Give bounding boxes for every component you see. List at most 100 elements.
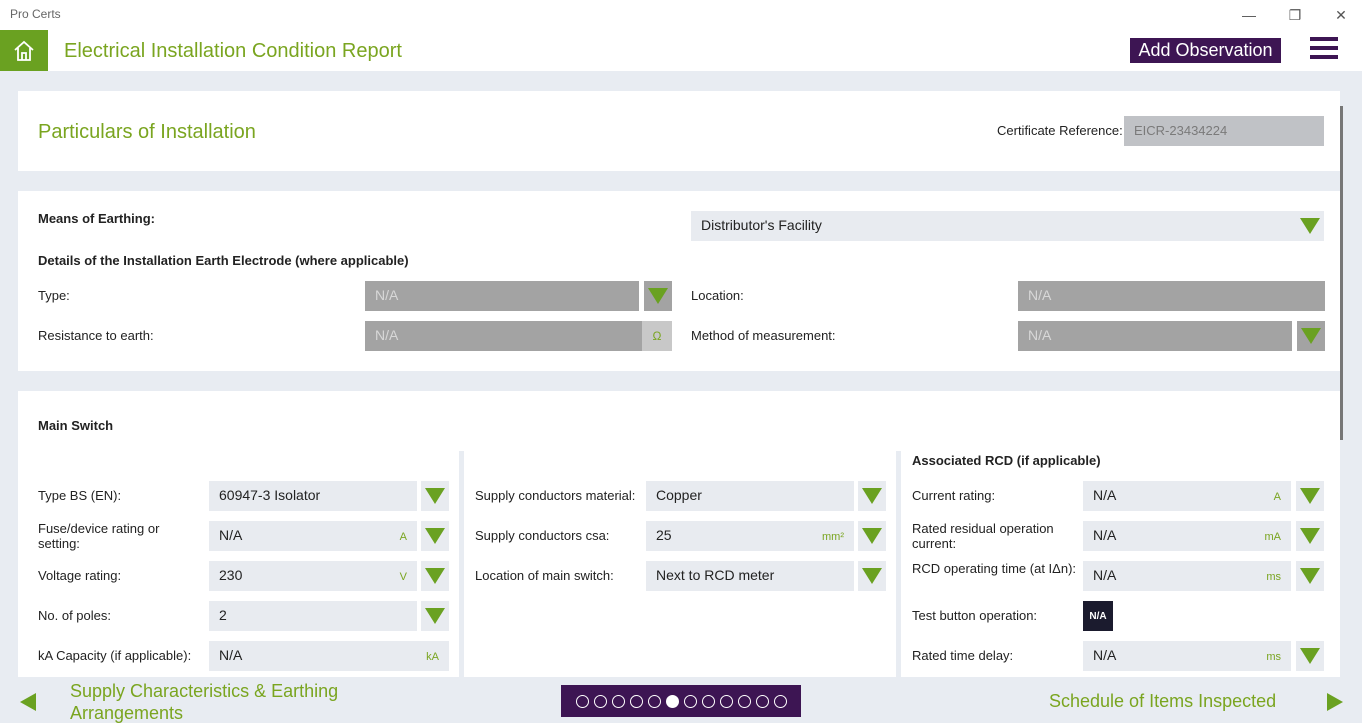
hamburger-menu-icon[interactable] (1310, 37, 1338, 63)
column-divider (896, 451, 901, 677)
method-label: Method of measurement: (691, 328, 836, 343)
earthing-card: Means of Earthing: Distributor's Facilit… (18, 191, 1340, 371)
current-rating-dropdown[interactable] (1296, 481, 1324, 511)
voltage-dropdown[interactable] (421, 561, 449, 591)
csa-label: Supply conductors csa: (475, 528, 610, 543)
page-dot[interactable] (773, 694, 787, 708)
chevron-down-icon (425, 528, 445, 544)
page-dot[interactable] (629, 694, 643, 708)
poles-dropdown[interactable] (421, 601, 449, 631)
rcd-heading: Associated RCD (if applicable) (912, 453, 1101, 468)
delay-field[interactable]: N/A ms (1083, 641, 1291, 671)
cert-ref-label: Certificate Reference: (997, 123, 1123, 138)
residual-field[interactable]: N/A mA (1083, 521, 1291, 551)
means-label: Means of Earthing: (38, 211, 156, 226)
cert-ref-field: EICR-23434224 (1124, 116, 1324, 146)
type-dropdown[interactable] (644, 281, 672, 311)
app-header: Electrical Installation Condition Report… (0, 30, 1362, 71)
minimize-icon[interactable]: — (1242, 7, 1256, 23)
voltage-field[interactable]: 230 V (209, 561, 417, 591)
ohm-unit: Ω (642, 321, 672, 351)
chevron-down-icon (425, 568, 445, 584)
column-divider (459, 451, 464, 677)
type-label: Type: (38, 288, 70, 303)
home-button[interactable] (0, 30, 48, 71)
page-indicator (561, 685, 801, 717)
csa-field[interactable]: 25 mm² (646, 521, 854, 551)
csa-dropdown[interactable] (858, 521, 886, 551)
optime-dropdown[interactable] (1296, 561, 1324, 591)
chevron-down-icon (862, 568, 882, 584)
page-title: Electrical Installation Condition Report (64, 40, 402, 62)
chevron-down-icon (425, 608, 445, 624)
poles-field[interactable]: 2 (209, 601, 417, 631)
optime-label: RCD operating time (at IΔn): (912, 561, 1077, 576)
current-rating-field[interactable]: N/A A (1083, 481, 1291, 511)
test-button-label: Test button operation: (912, 608, 1038, 623)
switch-location-field[interactable]: Next to RCD meter (646, 561, 854, 591)
residual-label: Rated residual operation current: (912, 521, 1054, 551)
type-bs-label: Type BS (EN): (38, 488, 122, 503)
ka-label: kA Capacity (if applicable): (38, 648, 192, 663)
page-dot[interactable] (611, 694, 625, 708)
page-dot[interactable] (683, 694, 697, 708)
add-observation-button[interactable]: Add Observation (1130, 38, 1281, 63)
fuse-dropdown[interactable] (421, 521, 449, 551)
chevron-down-icon (1300, 648, 1320, 664)
resistance-field[interactable]: N/A (365, 321, 642, 351)
switch-location-dropdown[interactable] (858, 561, 886, 591)
main-switch-heading: Main Switch (38, 418, 114, 433)
method-field[interactable]: N/A (1018, 321, 1292, 351)
delay-dropdown[interactable] (1296, 641, 1324, 671)
page-dot[interactable] (755, 694, 769, 708)
location-field[interactable]: N/A (1018, 281, 1325, 311)
chevron-down-icon (862, 488, 882, 504)
material-label: Supply conductors material: (475, 488, 636, 503)
scrollbar[interactable] (1340, 106, 1343, 440)
home-icon (14, 40, 34, 61)
voltage-label: Voltage rating: (38, 568, 122, 583)
location-label: Location: (691, 288, 744, 303)
electrode-heading: Details of the Installation Earth Electr… (38, 253, 409, 268)
chevron-down-icon (862, 528, 882, 544)
close-icon[interactable]: ✕ (1335, 6, 1347, 23)
page-dot[interactable] (719, 694, 733, 708)
chevron-down-icon (1300, 568, 1320, 584)
chevron-down-icon (1300, 488, 1320, 504)
page-dot[interactable] (701, 694, 715, 708)
means-select[interactable]: Distributor's Facility (691, 211, 1296, 241)
optime-field[interactable]: N/A ms (1083, 561, 1291, 591)
chevron-down-icon (1300, 528, 1320, 544)
switch-location-label: Location of main switch: (475, 568, 614, 583)
chevron-down-icon (1300, 218, 1320, 234)
particulars-card: Particulars of Installation Certificate … (18, 91, 1340, 171)
chevron-down-icon (1301, 328, 1321, 344)
delay-label: Rated time delay: (912, 648, 1014, 663)
method-dropdown[interactable] (1297, 321, 1325, 351)
prev-section-link[interactable]: Supply Characteristics & Earthing Arrang… (70, 681, 339, 723)
next-arrow-icon[interactable] (1327, 693, 1343, 711)
prev-arrow-icon[interactable] (20, 693, 36, 711)
residual-dropdown[interactable] (1296, 521, 1324, 551)
page-dot[interactable] (647, 694, 661, 708)
ka-field[interactable]: N/A kA (209, 641, 449, 671)
test-button-na-toggle[interactable]: N/A (1083, 601, 1113, 631)
type-bs-field[interactable]: 60947-3 Isolator (209, 481, 417, 511)
material-dropdown[interactable] (858, 481, 886, 511)
chevron-down-icon (648, 288, 668, 304)
page-dot[interactable] (737, 694, 751, 708)
fuse-field[interactable]: N/A A (209, 521, 417, 551)
page-dot[interactable] (593, 694, 607, 708)
restore-icon[interactable]: ❐ (1288, 6, 1302, 23)
resistance-label: Resistance to earth: (38, 328, 154, 343)
type-field[interactable]: N/A (365, 281, 639, 311)
window-titlebar: Pro Certs — ❐ ✕ (0, 0, 1362, 30)
page-dot[interactable] (665, 694, 679, 708)
section-title: Particulars of Installation (38, 121, 256, 143)
next-section-link[interactable]: Schedule of Items Inspected (1049, 691, 1277, 711)
material-field[interactable]: Copper (646, 481, 854, 511)
type-bs-dropdown[interactable] (421, 481, 449, 511)
current-rating-label: Current rating: (912, 488, 996, 503)
means-dropdown[interactable] (1296, 211, 1324, 241)
page-dot[interactable] (575, 694, 589, 708)
